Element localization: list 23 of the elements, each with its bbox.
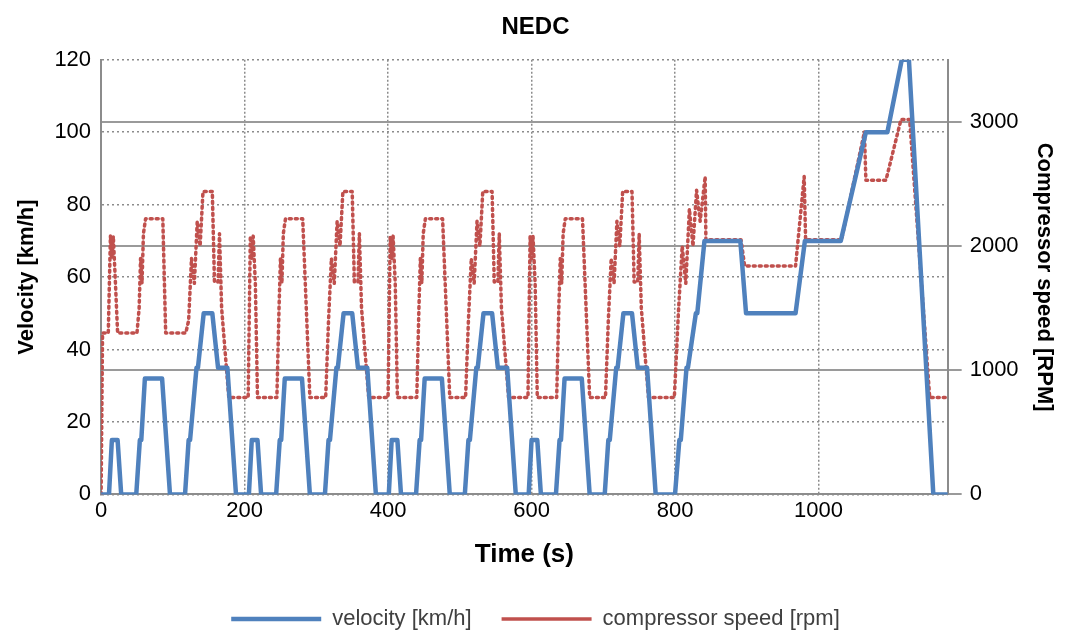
chart-title: NEDC — [501, 12, 570, 40]
y-tick-label: 80 — [66, 190, 92, 216]
x-axis-title: Time (s) — [474, 537, 574, 568]
legend-label: compressor speed [rpm] — [602, 605, 840, 631]
y-tick-label: 40 — [66, 335, 92, 361]
y-tick-label: 20 — [66, 408, 92, 434]
x-tick-label: 600 — [513, 496, 550, 522]
legend-label: velocity [km/h] — [332, 605, 472, 631]
x-tick-label: 400 — [369, 496, 407, 522]
x-tick-label: 1000 — [794, 496, 843, 522]
y2-tick-label: 1000 — [969, 356, 1019, 382]
y2-tick-label: 2000 — [969, 232, 1019, 258]
y-tick-label: 120 — [54, 45, 92, 71]
y-tick-label: 100 — [54, 118, 92, 144]
y2-tick-label: 3000 — [969, 107, 1019, 133]
x-tick-label: 0 — [94, 496, 108, 522]
y-tick-label: 60 — [66, 263, 92, 289]
y-axis-title: Velocity [km/h] — [13, 199, 39, 355]
y2-axis-title: Compressor speed [RPM] — [1032, 142, 1058, 412]
y-tick-label: 0 — [78, 480, 92, 506]
x-tick-label: 800 — [656, 496, 694, 522]
x-tick-label: 200 — [226, 496, 263, 522]
y2-tick-label: 0 — [969, 480, 982, 506]
